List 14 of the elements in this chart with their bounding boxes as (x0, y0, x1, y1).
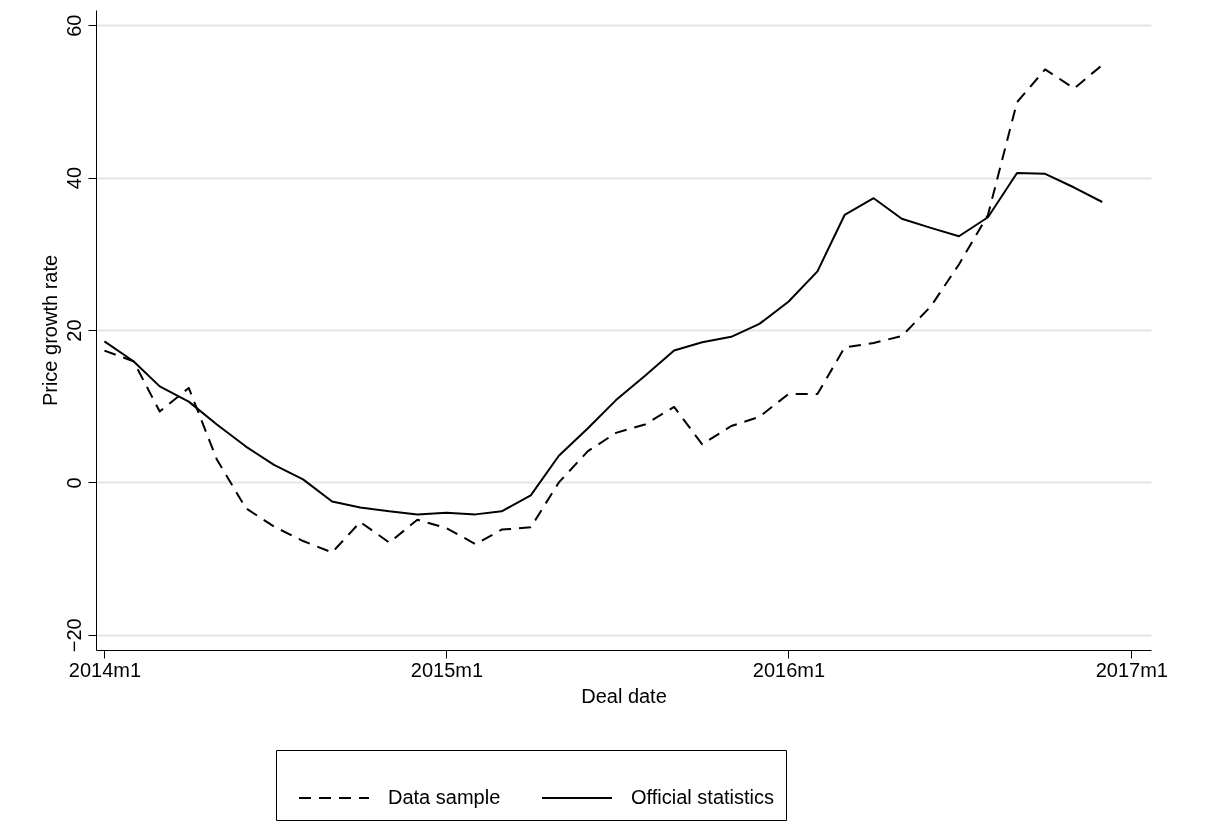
legend-label: Data sample (388, 786, 501, 808)
x-tick-label: 2014m1 (68, 658, 142, 681)
y-axis-title: Price growth rate (38, 254, 61, 407)
x-axis-title: Deal date (581, 684, 667, 707)
y-tick-label: 20 (62, 319, 85, 342)
y-tick-label: 40 (62, 166, 85, 190)
x-tick-label: 2016m1 (752, 658, 826, 681)
y-tick-label: 0 (62, 477, 85, 489)
y-tick-label: 60 (62, 14, 85, 37)
legend-label: Official statistics (631, 786, 774, 808)
line-series (103, 63, 1104, 554)
y-tick-label: −20 (62, 618, 85, 653)
x-tick-label: 2017m1 (1095, 658, 1168, 681)
x-tick-label: 2015m1 (410, 658, 484, 681)
